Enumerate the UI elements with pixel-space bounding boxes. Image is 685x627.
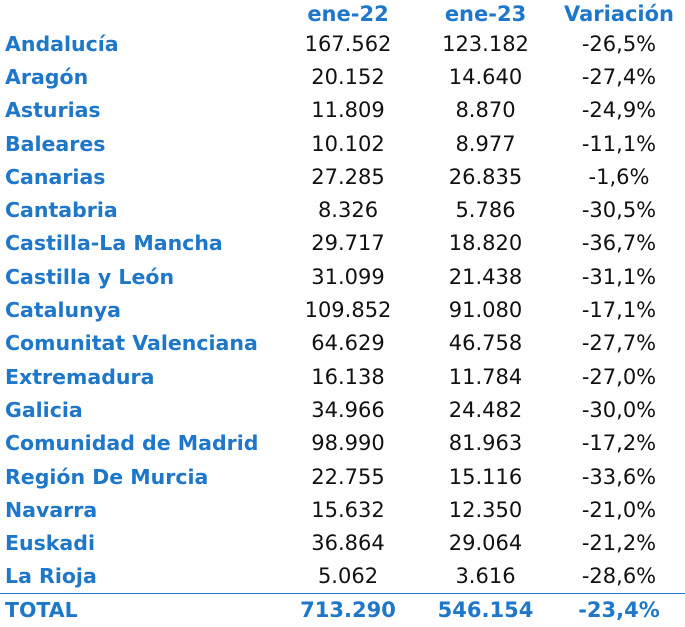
ene-22-cell: 109.852 <box>304 298 392 323</box>
region-cell: Andalucía <box>5 31 119 56</box>
header-row: ene-22 ene-23 Variación <box>0 0 685 27</box>
ene-23-cell: 91.080 <box>448 298 523 323</box>
region-cell: Castilla y León <box>5 264 175 289</box>
variacion-cell: -1,6% <box>588 164 650 189</box>
region-cell: Aragón <box>5 64 89 89</box>
table-row: Extremadura 16.138 11.784 -27,0% <box>0 360 685 393</box>
variacion-cell: -27,4% <box>581 64 657 89</box>
region-cell: Comunitat Valenciana <box>5 331 258 356</box>
ene-23-cell: 29.064 <box>448 531 523 556</box>
variacion-cell: -27,7% <box>581 331 657 356</box>
ene-23-cell: 3.616 <box>455 564 516 589</box>
region-cell: Catalunya <box>5 298 121 323</box>
region-cell: Castilla-La Mancha <box>5 231 223 256</box>
region-cell: Navarra <box>5 497 98 522</box>
ene-22-cell: 98.990 <box>311 431 385 456</box>
ene-22-cell: 34.966 <box>311 397 385 422</box>
variacion-cell: -36,7% <box>581 231 657 256</box>
ene-23-cell: 46.758 <box>448 331 523 356</box>
region-cell: TOTAL <box>0 592 278 627</box>
variacion-cell: -26,5% <box>581 31 657 56</box>
ene-22-cell: 22.755 <box>311 464 385 489</box>
variacion-cell: -11,1% <box>581 131 657 156</box>
table-row: Cantabria 8.326 5.786 -30,5% <box>0 193 685 226</box>
ene-23-cell: 24.482 <box>448 397 523 422</box>
variacion-cell: -31,1% <box>581 264 657 289</box>
ene-22-cell: 713.290 <box>300 597 396 622</box>
table-row: Castilla y León 31.099 21.438 -31,1% <box>0 260 685 293</box>
table-row: Asturias 11.809 8.870 -24,9% <box>0 94 685 127</box>
region-cell: Asturias <box>5 98 101 123</box>
ene-23-cell: 12.350 <box>448 497 523 522</box>
ene-22-cell: 64.629 <box>311 331 385 356</box>
region-cell: Baleares <box>5 131 106 156</box>
variacion-cell: -21,2% <box>581 531 657 556</box>
table-row: Castilla-La Mancha 29.717 18.820 -36,7% <box>0 227 685 260</box>
header-ene-22: ene-22 <box>307 1 389 26</box>
ene-23-cell: 11.784 <box>448 364 523 389</box>
table-row: Comunidad de Madrid 98.990 81.963 -17,2% <box>0 427 685 460</box>
region-cell: La Rioja <box>5 564 97 589</box>
table-row: Euskadi 36.864 29.064 -21,2% <box>0 526 685 559</box>
table-row: Catalunya 109.852 91.080 -17,1% <box>0 293 685 326</box>
ene-22-cell: 5.062 <box>317 564 379 589</box>
ene-22-cell: 29.717 <box>311 231 385 256</box>
region-cell: Euskadi <box>5 531 95 556</box>
table-row: Andalucía 167.562 123.182 -26,5% <box>0 27 685 60</box>
ene-22-cell: 11.809 <box>311 98 385 123</box>
variacion-cell: -28,6% <box>581 564 657 589</box>
ene-22-cell: 16.138 <box>311 364 385 389</box>
ene-23-cell: 15.116 <box>448 464 523 489</box>
header-variacion: Variación <box>563 1 675 26</box>
header-region <box>0 0 278 27</box>
table-row: Región De Murcia 22.755 15.116 -33,6% <box>0 460 685 493</box>
ene-23-cell: 18.820 <box>448 231 523 256</box>
region-cell: Cantabria <box>5 198 118 223</box>
ene-22-cell: 31.099 <box>311 264 385 289</box>
ene-23-cell: 123.182 <box>442 31 529 56</box>
region-cell: Región De Murcia <box>5 464 209 489</box>
variacion-cell: -23,4% <box>578 597 660 622</box>
ene-23-cell: 546.154 <box>437 597 534 622</box>
ene-22-cell: 36.864 <box>311 531 385 556</box>
ene-22-cell: 15.632 <box>311 497 385 522</box>
ene-22-cell: 167.562 <box>304 31 392 56</box>
region-cell: Galicia <box>5 397 83 422</box>
ene-23-cell: 26.835 <box>448 164 523 189</box>
ene-22-cell: 20.152 <box>311 64 385 89</box>
ene-23-cell: 21.438 <box>448 264 523 289</box>
ene-23-cell: 81.963 <box>448 431 523 456</box>
ene-22-cell: 10.102 <box>311 131 385 156</box>
region-cell: Comunidad de Madrid <box>5 431 259 456</box>
table-row: Comunitat Valenciana 64.629 46.758 -27,7% <box>0 327 685 360</box>
table-row: Navarra 15.632 12.350 -21,0% <box>0 493 685 526</box>
ene-23-cell: 8.870 <box>455 98 516 123</box>
header-ene-23: ene-23 <box>444 1 527 26</box>
ene-22-cell: 27.285 <box>311 164 385 189</box>
ene-23-cell: 8.977 <box>455 131 516 156</box>
table-row: Aragón 20.152 14.640 -27,4% <box>0 60 685 93</box>
variacion-cell: -17,1% <box>581 298 657 323</box>
variacion-cell: -30,0% <box>581 397 657 422</box>
ene-23-cell: 14.640 <box>448 64 523 89</box>
table-row: Canarias 27.285 26.835 -1,6% <box>0 160 685 193</box>
ene-22-cell: 8.326 <box>317 198 379 223</box>
variacion-cell: -21,0% <box>581 497 657 522</box>
variacion-cell: -27,0% <box>581 364 657 389</box>
region-cell: Extremadura <box>5 364 155 389</box>
table-row: La Rioja 5.062 3.616 -28,6% <box>0 560 685 593</box>
table-row: Baleares 10.102 8.977 -11,1% <box>0 127 685 160</box>
variacion-cell: -30,5% <box>581 198 657 223</box>
variacion-cell: -33,6% <box>581 464 657 489</box>
variacion-cell: -24,9% <box>581 98 657 123</box>
total-row: TOTAL 713.290 546.154 -23,4% <box>0 592 685 627</box>
table-row: Galicia 34.966 24.482 -30,0% <box>0 393 685 426</box>
variacion-cell: -17,2% <box>581 431 657 456</box>
ene-23-cell: 5.786 <box>455 198 516 223</box>
region-cell: Canarias <box>5 164 106 189</box>
